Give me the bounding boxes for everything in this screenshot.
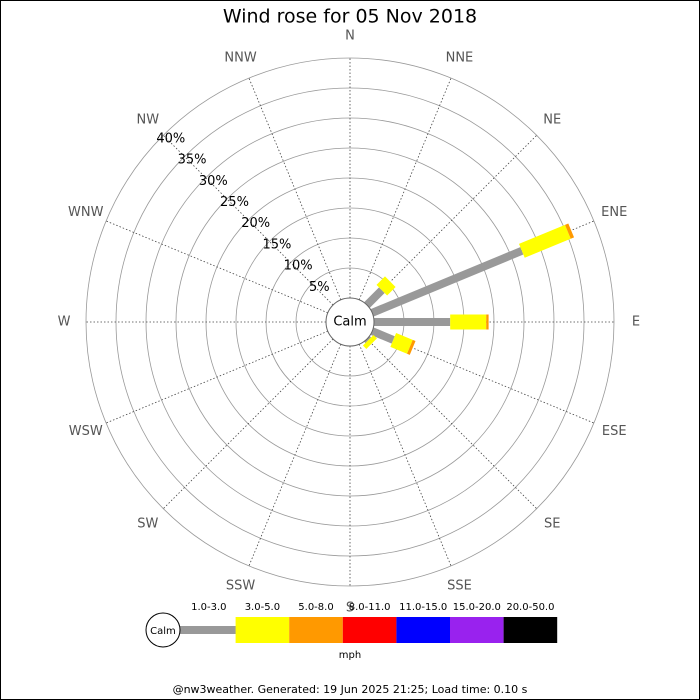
legend-label: 1.0-3.0 [191,602,226,613]
grid-ring [175,147,525,497]
direction-label: S [346,601,354,616]
legend-swatch [450,617,504,643]
legend-swatch [396,617,450,643]
bar-segment [376,276,396,296]
legend-swatch [235,617,290,643]
direction-label: NE [543,112,561,127]
y-tick-label: 10% [284,259,313,274]
direction-label: SE [544,517,560,532]
legend-swatch [289,617,343,643]
bar-segment [370,327,395,344]
bar-segment [364,287,385,308]
radial-line [105,220,328,314]
radial-line [248,77,342,300]
radial-line [163,135,334,306]
legend-label: 20.0-50.0 [506,602,554,613]
direction-label: ENE [601,205,627,220]
direction-label: NNE [446,50,474,65]
y-tick-label: 25% [220,195,249,210]
calm-circle [325,297,375,347]
calm-label: Calm [333,315,366,330]
radial-line [163,338,334,509]
y-tick-label: 20% [241,216,270,231]
chart-title: Wind rose for 05 Nov 2018 [223,6,477,28]
y-tick-label: 30% [199,174,228,189]
y-tick-label: 40% [156,131,185,146]
direction-label: N [345,29,355,44]
radial-line [248,344,342,567]
bar-segment [370,247,524,317]
grid-ring [85,57,615,587]
direction-label: SW [137,517,158,532]
bar-segment [362,334,377,349]
y-tick-label: 15% [262,237,291,252]
legend-label: 5.0-8.0 [298,602,333,613]
direction-label: W [58,315,71,330]
direction-label: WNW [68,205,104,220]
legend-unit: mph [339,650,361,661]
radial-line [366,338,537,509]
y-tick-label: 5% [309,280,330,295]
direction-label: SSE [447,579,472,594]
legend-calm-label: Calm [150,626,176,637]
bar-segment [406,339,416,355]
direction-label: E [632,315,640,330]
legend-label: 11.0-15.0 [399,602,447,613]
direction-label: NNW [224,50,256,65]
legend-swatch [503,617,558,643]
radial-line [105,330,328,424]
radial-line [366,135,537,306]
bar-segment [390,332,413,354]
legend-swatch [342,617,397,643]
direction-label: NW [136,112,159,127]
direction-label: WSW [69,424,103,439]
legend-label: 15.0-20.0 [453,602,501,613]
bar-segment [518,224,571,258]
bar-segment [564,223,575,239]
legend-label: 8.0-11.0 [349,602,391,613]
legend-label: 3.0-5.0 [245,602,280,613]
y-tick-label: 35% [178,153,207,168]
footer: @nw3weather. Generated: 19 Jun 2025 21:2… [173,683,528,696]
direction-label: SSW [226,579,256,594]
direction-label: ESE [602,424,627,439]
legend-calm-circle [145,612,181,648]
radial-line [358,77,452,300]
radial-line [358,344,452,567]
